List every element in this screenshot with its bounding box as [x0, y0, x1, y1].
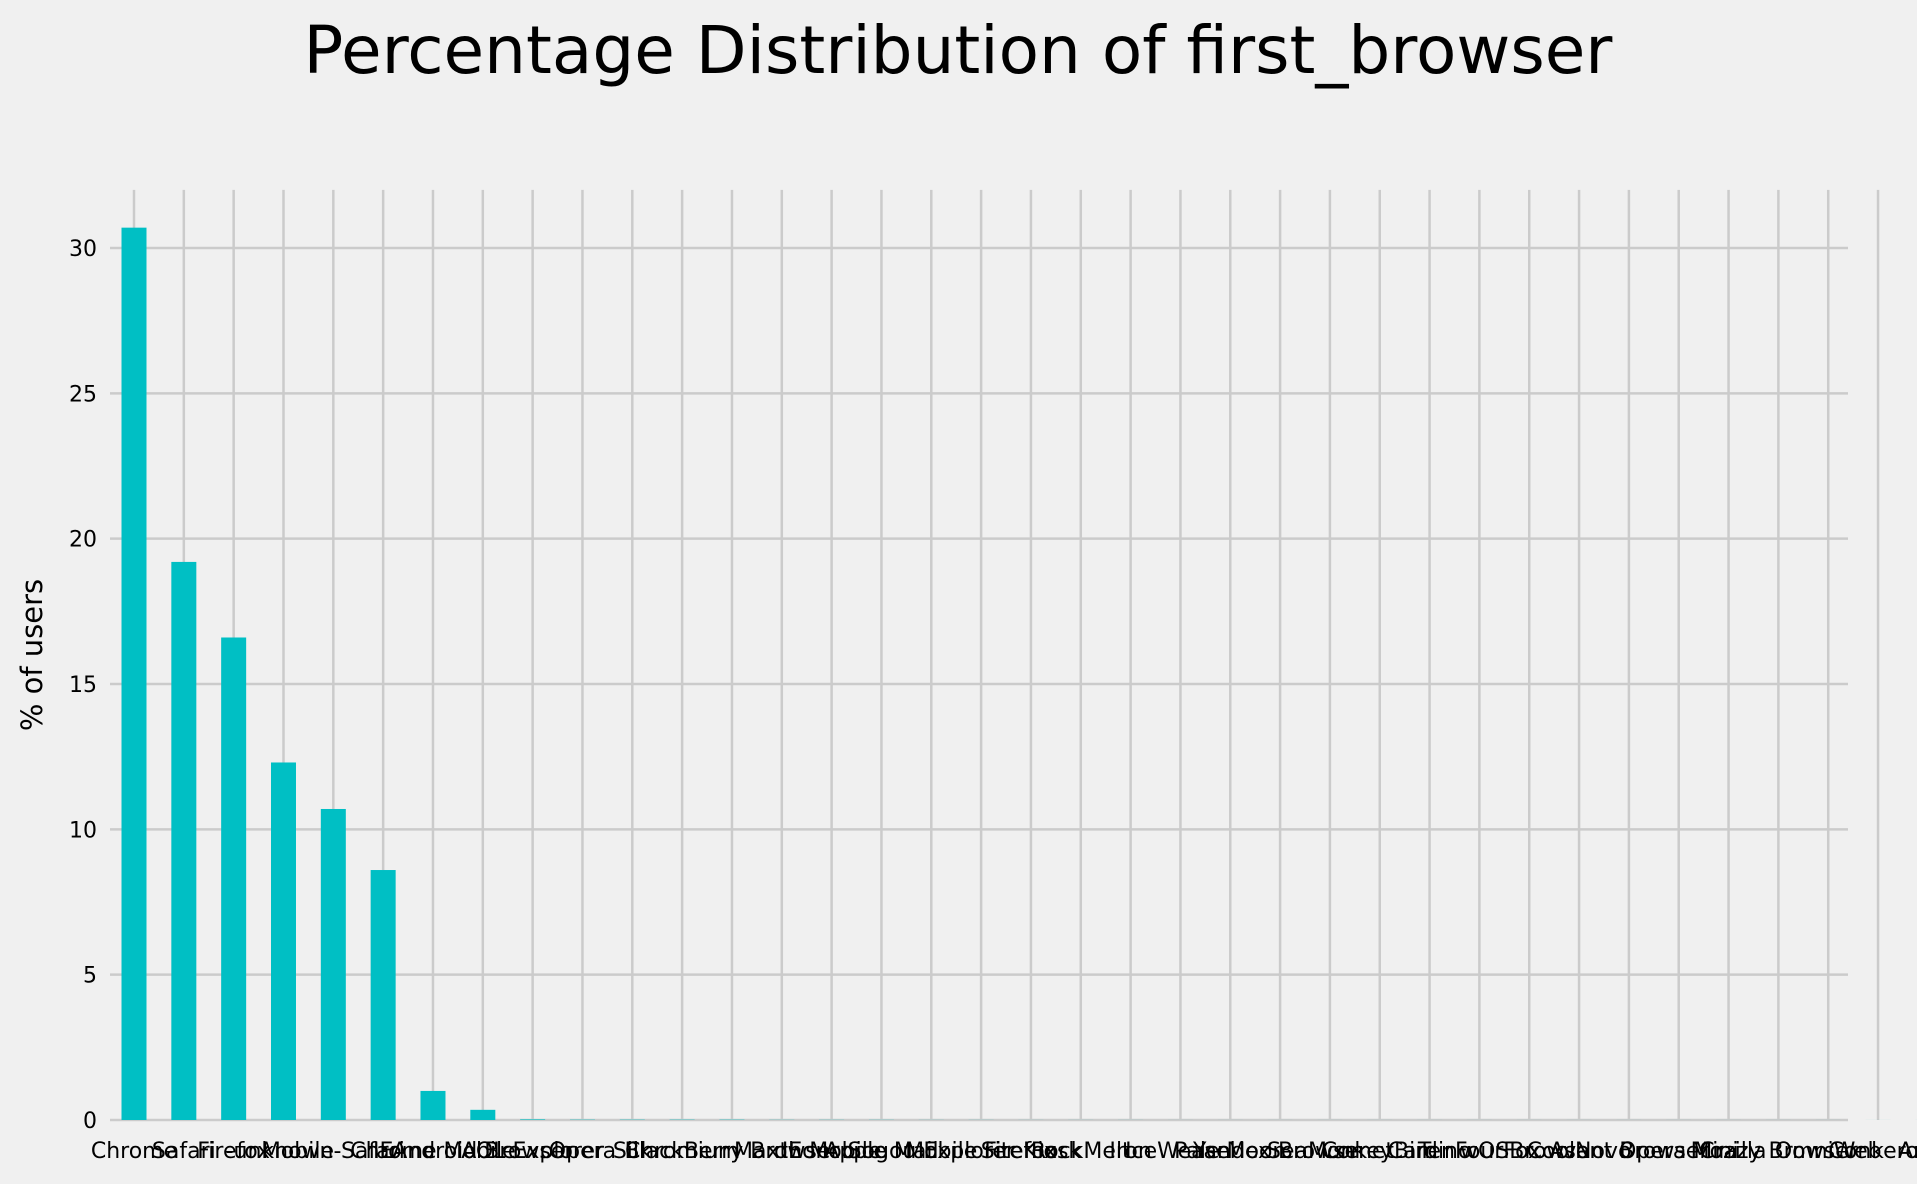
x-tick-label: IceWeasel — [1125, 1139, 1236, 1164]
x-tick-label: Chrome — [91, 1139, 177, 1164]
bars — [121, 227, 1917, 1121]
x-tick-label: RockMelt — [1031, 1139, 1131, 1164]
x-tick-label: Silk — [613, 1139, 652, 1164]
x-tick-label: Conkeror — [1828, 1139, 1917, 1164]
x-tick-label: Opera — [549, 1139, 616, 1164]
bar-firefox — [221, 637, 247, 1120]
y-tick-label: 30 — [69, 237, 97, 262]
y-tick-label: 5 — [83, 964, 97, 989]
bar-unknown — [270, 762, 296, 1120]
y-tick-labels: 0 5 10 15 20 25 30 — [69, 237, 97, 1134]
x-tick-label: Apple Mail — [824, 1139, 938, 1164]
x-tick-label: Camino — [1388, 1139, 1472, 1164]
x-tick-label: OmniWeb — [1775, 1139, 1882, 1164]
x-tick-label: Pale Moon — [1174, 1139, 1286, 1164]
y-tick-label: 10 — [69, 818, 97, 843]
x-tick-label: Crazy Browser — [1699, 1139, 1859, 1164]
x-tick-label: TenFourFox — [1417, 1139, 1541, 1164]
x-tick-label: Opera Mini — [1619, 1139, 1739, 1164]
bar-ie — [370, 870, 396, 1120]
x-tick-label: Mobile Firefox — [905, 1139, 1057, 1164]
x-tick-label: AOL Explorer — [461, 1139, 605, 1164]
x-tick-label: IE — [373, 1139, 393, 1164]
x-tick-label: -unknown- — [226, 1139, 342, 1164]
x-tick-label: Iron — [1109, 1139, 1151, 1164]
x-tick-label: Maxthon — [734, 1139, 829, 1164]
x-tick-label: Android Browser — [392, 1139, 574, 1164]
y-tick-label: 20 — [69, 528, 97, 553]
gridlines — [110, 189, 1880, 1122]
bar-safari — [171, 561, 197, 1120]
bar-android-browser — [470, 1109, 496, 1120]
x-tick-label: SeaMonkey — [1267, 1139, 1393, 1164]
y-tick-label: 15 — [69, 673, 97, 698]
x-tick-label: Safari — [152, 1139, 216, 1164]
chart-title: Percentage Distribution of first_browser — [304, 12, 1614, 89]
x-tick-label: CometBird — [1322, 1139, 1438, 1164]
x-tick-label: IE Mobile — [782, 1139, 882, 1164]
x-tick-label: Sogou Explorer — [848, 1139, 1016, 1164]
bar-chrome — [121, 227, 147, 1121]
x-tick-label: BlackBerry Browser — [624, 1139, 840, 1164]
x-tick-label: Arora — [1898, 1139, 1917, 1164]
y-axis-label: % of users — [15, 579, 49, 731]
x-tick-label: wOSBrowser — [1460, 1139, 1599, 1164]
x-tick-label: CoolNovo — [1527, 1139, 1632, 1164]
bar-chrome-mobile — [420, 1090, 446, 1120]
x-tick-label: Avant Browser — [1549, 1139, 1709, 1164]
bar-aol-explorer — [520, 1119, 546, 1120]
y-tick-label: 0 — [83, 1109, 97, 1134]
y-tick-label: 25 — [69, 382, 97, 407]
x-tick-label: Yandex.Browser — [1192, 1139, 1368, 1164]
bar-mobile-safari — [320, 808, 346, 1120]
x-tick-label: Mozilla — [1691, 1139, 1767, 1164]
x-tick-label: SiteKiosk — [981, 1139, 1082, 1164]
x-tick-label: Firefox — [197, 1139, 270, 1164]
x-tick-label: Mobile Safari — [262, 1139, 405, 1164]
x-tick-label: Chrome Mobile — [350, 1139, 515, 1164]
x-tick-label: Chromium — [625, 1139, 739, 1164]
